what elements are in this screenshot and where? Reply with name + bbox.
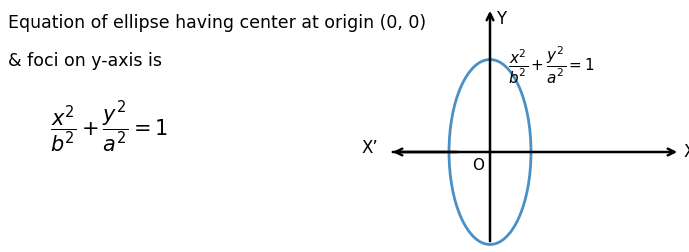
Text: X’: X’ — [361, 139, 378, 157]
Text: $\dfrac{x^2}{b^2} + \dfrac{y^2}{a^2} = 1$: $\dfrac{x^2}{b^2} + \dfrac{y^2}{a^2} = 1… — [508, 45, 595, 86]
Text: Equation of ellipse having center at origin (0, 0): Equation of ellipse having center at ori… — [8, 14, 426, 32]
Text: Y: Y — [496, 10, 506, 28]
Text: O: O — [472, 158, 484, 173]
Text: $\dfrac{x^2}{b^2} + \dfrac{y^2}{a^2} = 1$: $\dfrac{x^2}{b^2} + \dfrac{y^2}{a^2} = 1… — [50, 100, 168, 155]
Text: X: X — [684, 143, 689, 161]
Text: & foci on y-axis is: & foci on y-axis is — [8, 52, 162, 70]
